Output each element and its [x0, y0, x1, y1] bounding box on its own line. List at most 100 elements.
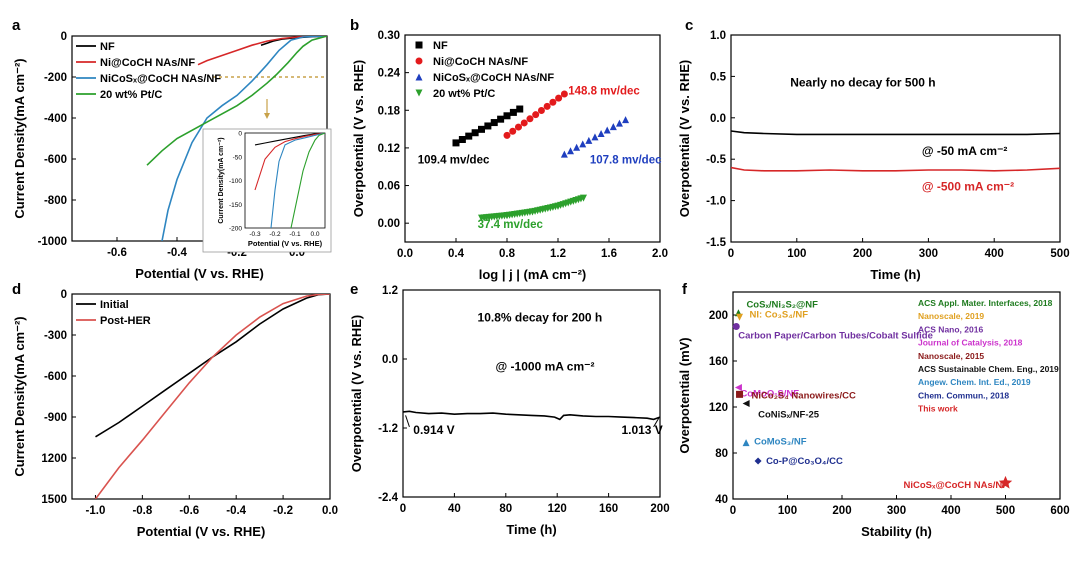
x-axis-label: Time (h)	[870, 267, 920, 282]
panel-letter: f	[682, 281, 688, 298]
x-tick-label: -0.6	[107, 247, 127, 259]
annotation: @ -500 mA cm⁻²	[922, 180, 1014, 194]
x-axis-label: Potential (V vs. RHE)	[135, 266, 264, 281]
x-tick-label: 200	[853, 248, 872, 260]
x-tick-label: 0.8	[499, 248, 516, 260]
reference-label: Nanoscale, 2015	[918, 351, 984, 361]
x-tick-label: 0.0	[322, 505, 338, 517]
panel-letter: b	[350, 17, 359, 34]
x-tick-label: 0	[728, 248, 734, 260]
data-point	[736, 313, 744, 321]
x-tick-label: 160	[599, 503, 618, 515]
series-line-1	[731, 166, 1060, 172]
point-label: CoSₓ/Ni₃S₂@NF	[746, 300, 818, 311]
data-point	[754, 457, 762, 465]
slope-label: 37.4 mv/dec	[478, 219, 544, 231]
reference-label: ACS Appl. Mater. Interfaces, 2018	[918, 298, 1053, 308]
annotation: 1.013 V	[621, 423, 662, 437]
data-point	[998, 475, 1013, 489]
data-point-1	[532, 111, 540, 119]
data-point-0	[497, 115, 505, 123]
y-tick-label: -1.0	[706, 196, 726, 208]
x-tick-label: 40	[448, 503, 461, 515]
y-tick-label: 0	[61, 31, 67, 43]
y-tick-label: -0.5	[706, 154, 726, 166]
data-point-1	[555, 94, 563, 102]
point-label: Carbon Paper/Carbon Tubes/Cobalt Sulfide	[738, 331, 933, 342]
series-line-2	[161, 36, 327, 241]
slope-label: 109.4 mv/dec	[418, 155, 490, 167]
inset-x-tick-label: -0.3	[249, 231, 261, 238]
data-point	[742, 439, 750, 447]
axes-frame	[404, 34, 661, 243]
y-tick-label: -900	[44, 412, 67, 424]
inset-x-tick-label: -0.2	[269, 231, 281, 238]
data-point-2	[622, 116, 630, 124]
panel-a: a-0.6 -0.4 -0.2 0.00-200-400-600-800-1000Po…	[12, 17, 332, 281]
panel-f: f 0 100 200 300 400 500 600 40 80 120 160 200 Stabili…	[677, 281, 1070, 539]
inset-x-axis-label: Potential (V vs. RHE)	[248, 239, 323, 248]
point-label: NiCo₂S₄ Nanowires/CC	[752, 390, 856, 401]
y-axis-label: Overpotential (V vs. RHE)	[349, 315, 364, 472]
data-point-1	[514, 123, 522, 131]
data-point	[734, 383, 742, 391]
data-point-2	[579, 140, 587, 148]
y-tick-label: 1500	[41, 494, 67, 506]
y-axis-label: Overpotential (V vs. RHE)	[677, 60, 692, 217]
inset-series-line-0	[254, 133, 325, 146]
inset-y-tick-label: -150	[229, 202, 242, 209]
data-point-2	[566, 147, 574, 155]
inset-x-tick-label: -0.1	[289, 231, 301, 238]
x-tick-label: 100	[778, 505, 797, 517]
legend-label: Initial	[100, 299, 129, 311]
data-point-0	[509, 108, 517, 116]
legend-swatch	[415, 73, 423, 81]
reference-label: This work	[918, 404, 958, 414]
reference-label: Journal of Catalysis, 2018	[918, 338, 1023, 348]
point-label: Co-P@Co₃O₄/CC	[766, 456, 843, 467]
inset-y-tick-label: -200	[229, 226, 242, 233]
data-point-0	[478, 125, 485, 133]
inset-x-tick-label: 0.0	[310, 231, 319, 238]
x-tick-label: 500	[996, 505, 1015, 517]
data-point-2	[609, 123, 617, 131]
data-point-0	[490, 119, 498, 127]
x-axis-label: Time (h)	[506, 522, 556, 537]
legend-label: 20 wt% Pt/C	[100, 89, 162, 101]
y-tick-label: -200	[44, 72, 67, 84]
x-tick-label: 2.0	[652, 248, 668, 260]
y-tick-label: 0.30	[378, 30, 400, 42]
y-tick-label: 0.12	[378, 143, 400, 155]
inset-series-line-1	[254, 133, 325, 191]
axes-frame	[730, 34, 1061, 243]
inset-series-line-3	[290, 133, 325, 228]
y-tick-label: -1000	[38, 236, 67, 248]
y-tick-label: -800	[44, 195, 67, 207]
reference-label: Nanoscale, 2019	[918, 311, 984, 321]
panel-c: c 0 100 200 300 400 500 1.0 0.5 0.0 -0.5 -1.0 -1.5 Ti…	[677, 17, 1070, 282]
panel-e: e 0 40 80 120 160 200 1.2 0.0 -1.2 -2.4 Time (h) Ove…	[349, 281, 670, 537]
inset-chart: -0.3 -0.2 -0.1 0.0 0 -50 -100 -150 -200 Potential…	[202, 128, 332, 253]
series-line-3	[146, 36, 327, 166]
x-axis-label: log | j | (mA cm⁻²)	[479, 267, 587, 282]
y-tick-label: -300	[44, 330, 67, 342]
x-tick-label: -0.4	[167, 247, 187, 259]
reference-label: ACS Sustainable Chem. Eng., 2019	[918, 364, 1059, 374]
annotation: 10.8% decay for 200 h	[478, 311, 603, 325]
point-label: CoMoO-S/NF	[740, 388, 799, 399]
data-point-2	[591, 133, 599, 141]
inset-arrowhead	[264, 113, 270, 119]
data-point	[736, 390, 744, 398]
legend-swatch	[415, 89, 423, 97]
axes-frame	[402, 289, 661, 498]
y-tick-label: 1.2	[382, 285, 398, 297]
x-tick-label: 0	[400, 503, 406, 515]
inset-series-line-2	[270, 133, 325, 228]
x-tick-label: -0.8	[132, 505, 152, 517]
annotation-arrow	[653, 417, 660, 428]
x-tick-label: 200	[650, 503, 669, 515]
y-axis-label: Current Density(mA cm⁻²)	[12, 58, 27, 218]
data-point-2	[603, 126, 611, 134]
y-tick-label: 0.0	[710, 113, 726, 125]
data-point-0	[471, 129, 479, 137]
